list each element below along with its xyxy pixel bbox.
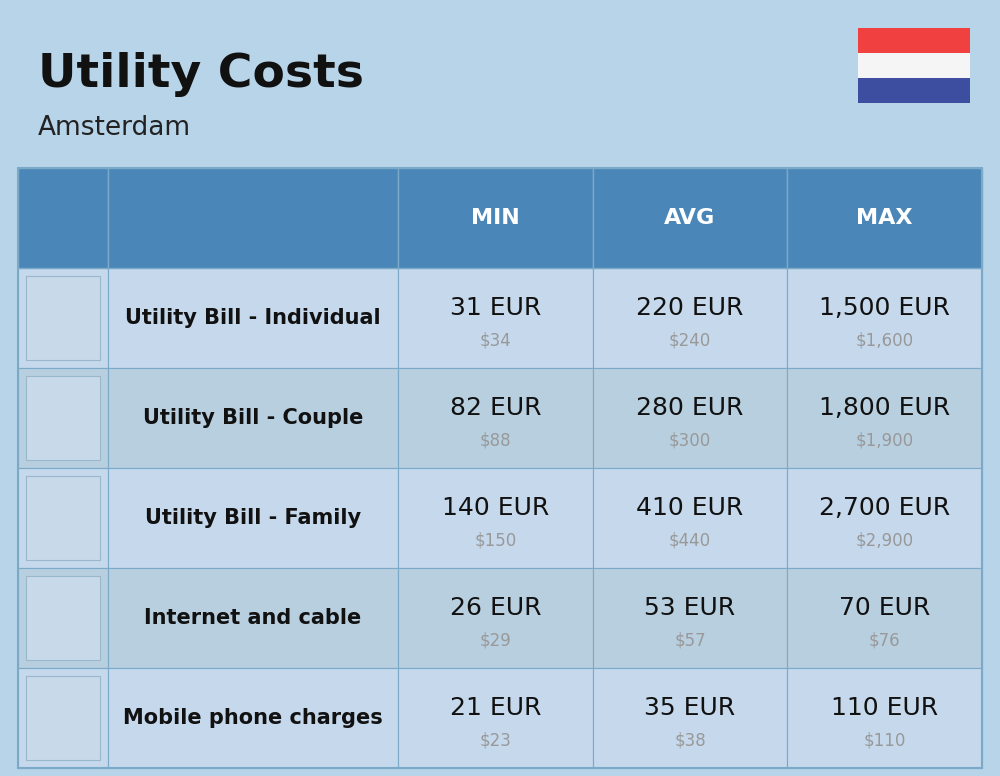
Bar [593, 668, 787, 768]
Bar [108, 168, 398, 268]
Bar [18, 668, 108, 768]
Text: 2,700 EUR: 2,700 EUR [819, 496, 950, 520]
Bar [398, 168, 593, 268]
Text: 1,800 EUR: 1,800 EUR [819, 396, 950, 420]
Text: Utility Bill - Family: Utility Bill - Family [145, 508, 361, 528]
Bar [593, 268, 787, 368]
Text: $57: $57 [674, 631, 706, 649]
Text: 82 EUR: 82 EUR [450, 396, 541, 420]
Text: MAX: MAX [856, 208, 913, 228]
Text: $76: $76 [869, 631, 900, 649]
Text: 21 EUR: 21 EUR [450, 696, 541, 720]
Bar [593, 168, 787, 268]
Bar [108, 468, 398, 568]
Text: $29: $29 [479, 631, 511, 649]
Bar [858, 28, 970, 53]
Bar [18, 168, 982, 768]
Text: 26 EUR: 26 EUR [450, 596, 541, 620]
Text: 70 EUR: 70 EUR [839, 596, 930, 620]
Text: $1,600: $1,600 [856, 331, 914, 349]
Text: $240: $240 [669, 331, 711, 349]
Text: 140 EUR: 140 EUR [442, 496, 549, 520]
Text: Utility Bill - Couple: Utility Bill - Couple [143, 408, 363, 428]
Bar [787, 268, 982, 368]
Text: Mobile phone charges: Mobile phone charges [123, 708, 383, 728]
Bar [108, 268, 398, 368]
Text: $440: $440 [669, 531, 711, 549]
Text: 31 EUR: 31 EUR [450, 296, 541, 320]
Bar [18, 368, 108, 468]
Bar [18, 468, 108, 568]
Text: Utility Bill - Individual: Utility Bill - Individual [125, 308, 381, 328]
Bar [26, 476, 100, 560]
Bar [108, 668, 398, 768]
Text: MIN: MIN [471, 208, 520, 228]
Bar [858, 78, 970, 103]
Text: Internet and cable: Internet and cable [144, 608, 362, 628]
Text: 53 EUR: 53 EUR [644, 596, 736, 620]
Text: 280 EUR: 280 EUR [636, 396, 744, 420]
Bar [18, 268, 108, 368]
Bar [18, 168, 108, 268]
Text: $23: $23 [479, 731, 511, 749]
Bar [18, 568, 108, 668]
Text: $88: $88 [480, 431, 511, 449]
Bar [26, 376, 100, 460]
Text: Amsterdam: Amsterdam [38, 115, 191, 141]
Text: Utility Costs: Utility Costs [38, 52, 364, 97]
Bar [787, 468, 982, 568]
Bar [108, 568, 398, 668]
Bar [593, 468, 787, 568]
Text: $1,900: $1,900 [856, 431, 914, 449]
Bar [26, 676, 100, 760]
Bar [787, 668, 982, 768]
Bar [787, 568, 982, 668]
Bar [593, 568, 787, 668]
Bar [398, 368, 593, 468]
Text: 1,500 EUR: 1,500 EUR [819, 296, 950, 320]
Text: AVG: AVG [664, 208, 716, 228]
Bar [398, 568, 593, 668]
Text: 110 EUR: 110 EUR [831, 696, 938, 720]
Bar [787, 368, 982, 468]
Bar [858, 53, 970, 78]
Bar [398, 468, 593, 568]
Bar [593, 368, 787, 468]
Text: $300: $300 [669, 431, 711, 449]
Text: $110: $110 [863, 731, 906, 749]
Text: 35 EUR: 35 EUR [644, 696, 736, 720]
Bar [398, 668, 593, 768]
Bar [108, 368, 398, 468]
Text: 220 EUR: 220 EUR [636, 296, 744, 320]
Bar [398, 268, 593, 368]
Text: $150: $150 [474, 531, 516, 549]
Text: $38: $38 [674, 731, 706, 749]
Text: $2,900: $2,900 [856, 531, 914, 549]
Bar [26, 576, 100, 660]
Bar [787, 168, 982, 268]
Text: 410 EUR: 410 EUR [636, 496, 744, 520]
Bar [26, 276, 100, 360]
Text: $34: $34 [479, 331, 511, 349]
